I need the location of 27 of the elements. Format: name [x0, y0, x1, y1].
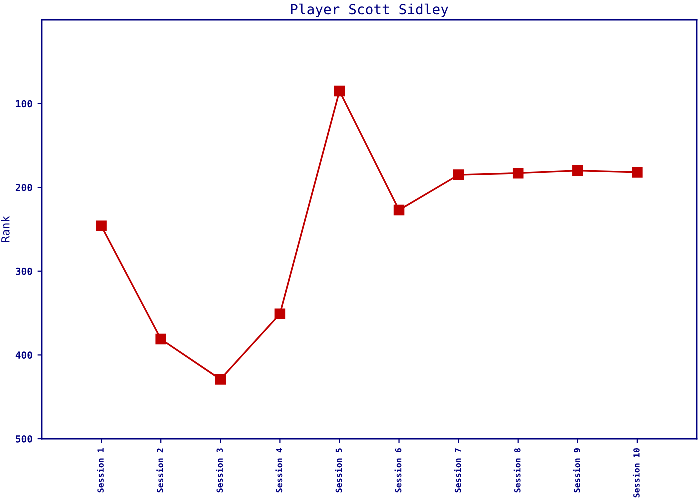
point	[572, 165, 584, 176]
point	[453, 170, 464, 180]
x-tick-label: Session 4	[276, 448, 283, 493]
y-tick-label: 100	[16, 100, 32, 108]
chart-title: Player Scott Sidley	[291, 4, 448, 18]
y-axis-title: Rank	[1, 216, 10, 242]
point	[512, 168, 524, 179]
point	[632, 167, 643, 178]
y-tick-label: 500	[16, 435, 32, 443]
x-tick-label: Session 8	[514, 448, 521, 493]
x-tick-label: Session 9	[573, 448, 580, 493]
point	[274, 308, 286, 320]
x-tick-label: Session 7	[454, 448, 462, 493]
point	[394, 204, 405, 216]
point	[156, 334, 166, 345]
x-tick-label: Session 1	[97, 448, 104, 493]
x-tick-label: Session 2	[156, 448, 164, 493]
x-tick-label: Session 10	[632, 448, 640, 498]
point	[334, 86, 346, 97]
y-tick-label: 300	[16, 268, 32, 276]
x-tick-label: Session 3	[216, 448, 224, 493]
y-tick-label: 200	[16, 184, 32, 192]
x-tick-label: Session 5	[335, 448, 342, 493]
point	[96, 220, 107, 232]
x-tick-label: Session 6	[394, 448, 402, 493]
y-tick-label: 400	[16, 352, 32, 360]
point	[215, 374, 226, 385]
